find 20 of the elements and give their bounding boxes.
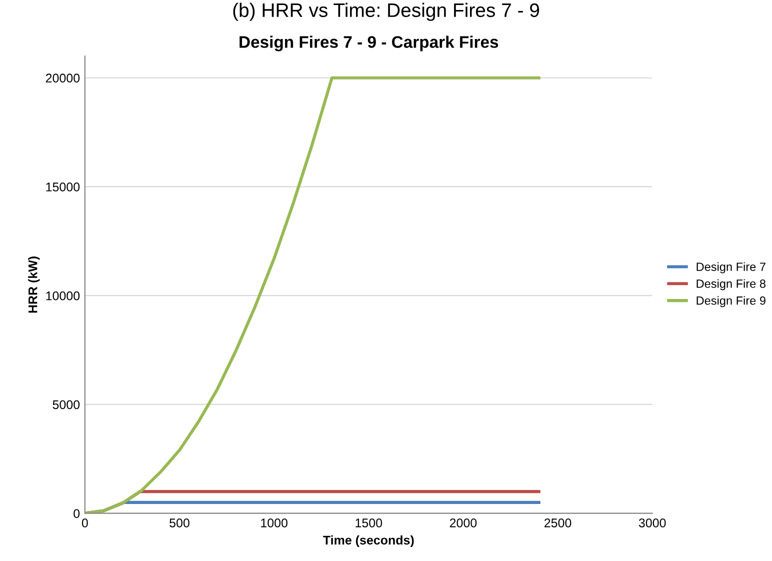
text: (b) HRR vs Time: Design Fires 7 - 9 [233, 2, 540, 21]
y-tick-label: 10000 [46, 291, 80, 300]
x-tick-label: 2500 [544, 518, 572, 528]
chart-title: Design Fires 7 - 9 - Carpark Fires [240, 36, 498, 52]
legend-label: Design Fire 9 [696, 296, 766, 308]
y-axis-title: HRR (kW) [28, 256, 40, 313]
x-tick-label: 1000 [261, 518, 288, 528]
x-tick-label: 0 [82, 518, 88, 528]
y-tick-label: 5000 [52, 400, 80, 410]
x-tick-label: 3000 [638, 518, 666, 528]
legend-label: Design Fire 8 [696, 279, 766, 290]
y-tick-label: 15000 [46, 182, 80, 192]
y-tick-label: 0 [74, 509, 80, 518]
x-tick-label: 2000 [450, 518, 477, 528]
legend-label: Design Fire 7 [696, 262, 766, 274]
x-tick-label: 1500 [356, 518, 382, 528]
y-tick-label: 20000 [46, 74, 80, 83]
line-series [84, 76, 540, 514]
x-axis-title: Time (seconds) [323, 535, 414, 548]
x-tick-label: 500 [170, 518, 190, 528]
